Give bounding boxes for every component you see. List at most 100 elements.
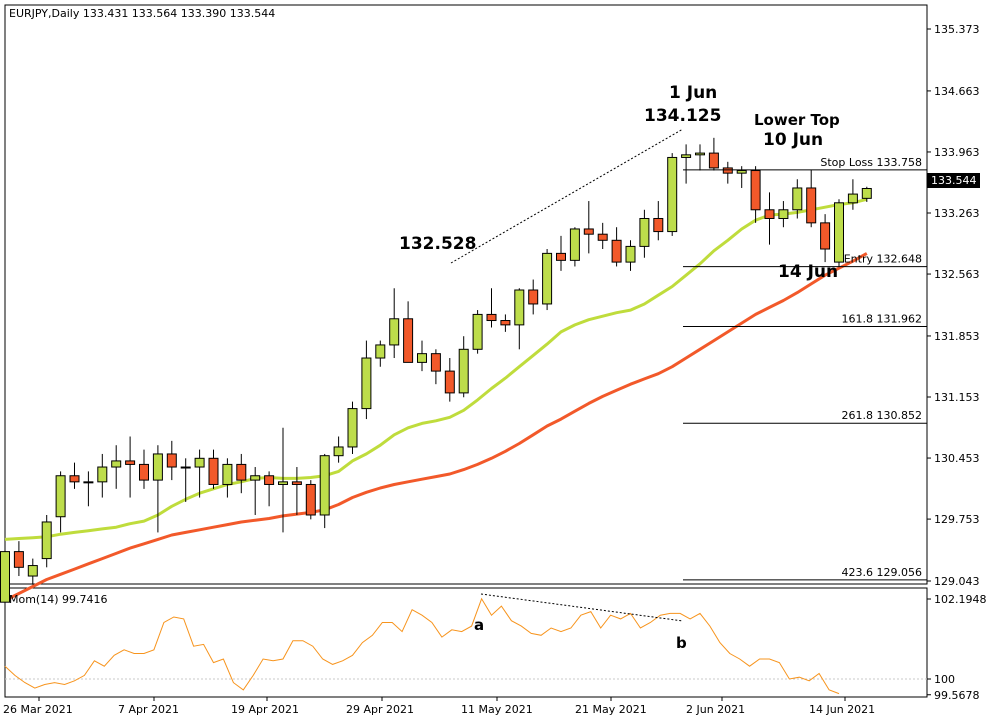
momentum-tick-label: 99.5678	[934, 689, 980, 702]
level-label: 423.6 129.056	[842, 566, 922, 579]
candle-body	[764, 209, 775, 219]
momentum-tick-label: 100	[934, 673, 955, 686]
candle-body	[389, 318, 400, 346]
candle-body	[125, 460, 136, 465]
candle	[55, 471, 66, 533]
candle	[264, 471, 275, 507]
candle-body	[41, 521, 52, 560]
momentum-tick-label: 102.1948	[934, 593, 987, 606]
candle	[111, 445, 122, 489]
candle-body	[83, 481, 94, 484]
candle	[166, 440, 177, 481]
time-tick-label: 19 Apr 2021	[231, 703, 299, 716]
candle-body	[486, 313, 497, 322]
candle	[695, 144, 705, 171]
candle	[69, 462, 80, 489]
level-label: Entry 132.648	[844, 253, 922, 266]
fast-moving-average	[4, 197, 868, 541]
candle-body	[500, 320, 511, 326]
candle-body	[820, 222, 831, 250]
candle-body	[0, 551, 10, 603]
chart-title: EURJPY,Daily 133.431 133.564 133.390 133…	[9, 7, 275, 20]
candle	[639, 209, 650, 258]
candle-body	[97, 466, 108, 483]
candle-body	[111, 460, 122, 468]
candle	[611, 227, 622, 267]
candle-body	[722, 167, 733, 174]
annotation-1-jun: 1 Jun	[669, 83, 717, 103]
candle	[125, 436, 136, 498]
candle-body	[250, 475, 261, 481]
candle-body	[708, 152, 719, 169]
candle	[389, 288, 400, 359]
candle	[152, 445, 163, 533]
candle	[0, 549, 10, 611]
candle-body	[611, 239, 622, 263]
candle-body	[444, 370, 455, 394]
candle-body	[264, 475, 275, 485]
price-tick-label: 129.043	[934, 575, 980, 588]
candle-body	[806, 187, 817, 224]
candle	[41, 514, 52, 568]
candle-body	[319, 455, 330, 516]
candle	[722, 161, 733, 184]
candle	[834, 199, 844, 267]
level-label: Stop Loss 133.758	[820, 156, 922, 169]
time-tick-label: 29 Apr 2021	[346, 703, 414, 716]
candle	[458, 336, 469, 398]
price-tick-label: 133.263	[934, 207, 980, 220]
candle	[778, 201, 789, 228]
level-label: 161.8 131.962	[842, 312, 922, 325]
price-tick-label: 134.663	[934, 85, 980, 98]
candle	[403, 301, 414, 363]
main-pane-frame	[4, 4, 928, 585]
candle	[375, 340, 386, 367]
candle-body	[583, 228, 594, 235]
candle	[278, 427, 288, 533]
candle-body	[667, 156, 678, 233]
candlesticks	[0, 137, 872, 611]
annotation-10-jun: 10 Jun	[763, 130, 823, 150]
slow-ma-line	[4, 252, 868, 602]
momentum-marker-a: a	[474, 616, 484, 634]
candle	[417, 340, 427, 372]
candle-body	[403, 318, 414, 363]
price-axis: 135.373 134.663 133.963 133.263 132.563 131.8…	[927, 23, 980, 588]
candle	[708, 137, 719, 171]
candle-body	[236, 463, 247, 481]
candle-body	[653, 217, 664, 233]
candle	[806, 169, 817, 228]
candle	[250, 467, 261, 515]
momentum-title: Mom(14) 99.7416	[9, 593, 108, 606]
candle	[792, 179, 803, 219]
candle-body	[625, 245, 636, 263]
candle	[430, 349, 441, 385]
candle-body	[861, 187, 872, 199]
price-trendline	[450, 128, 684, 264]
fast-ma-line	[4, 197, 868, 541]
candle	[625, 240, 636, 271]
candle-body	[681, 154, 692, 158]
candle-body	[597, 233, 608, 241]
candle-body	[430, 353, 441, 372]
candle	[583, 201, 594, 254]
candle-body	[13, 551, 24, 568]
candle	[180, 458, 191, 502]
candle	[444, 358, 455, 402]
momentum-line	[4, 597, 840, 695]
candle-body	[27, 565, 38, 577]
candle-body	[528, 289, 539, 305]
candle	[305, 480, 316, 520]
candle	[681, 144, 692, 184]
candle	[97, 453, 108, 498]
time-tick-label: 26 Mar 2021	[3, 703, 73, 716]
candle-body	[569, 228, 580, 261]
time-axis: 26 Mar 2021 7 Apr 2021 19 Apr 2021 29 Apr 2…	[3, 697, 875, 716]
momentum-marker-b: b	[676, 634, 687, 652]
candle	[347, 401, 358, 454]
current-price-tag	[927, 173, 980, 188]
candle	[486, 288, 497, 328]
fibonacci-levels: Stop Loss 133.758 Entry 132.648 161.8 131.…	[683, 156, 927, 581]
candle	[750, 166, 761, 223]
